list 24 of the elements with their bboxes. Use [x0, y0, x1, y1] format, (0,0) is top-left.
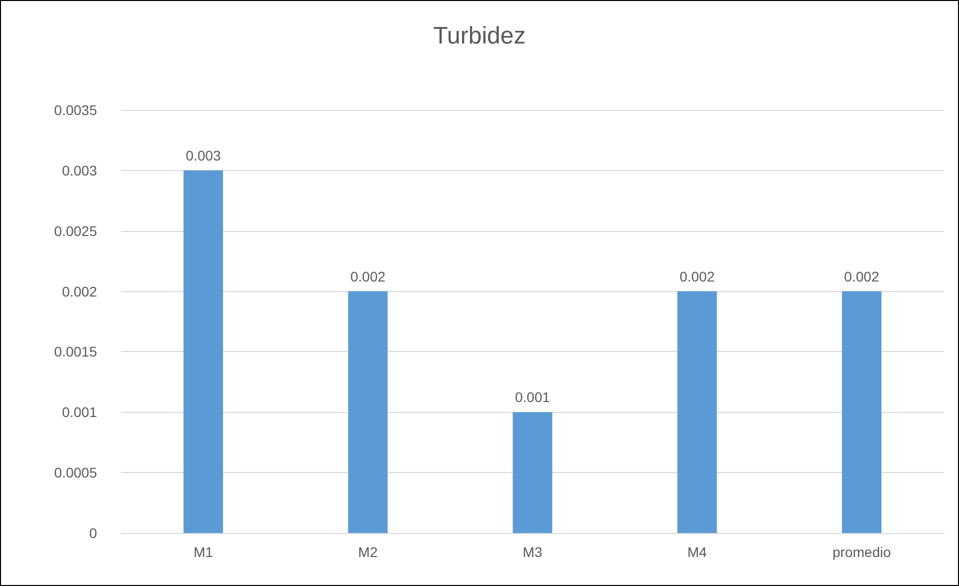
x-tick-label: promedio: [832, 544, 892, 560]
y-tick-label: 0.0015: [54, 344, 98, 360]
y-tick-label: 0.003: [62, 162, 98, 178]
bar: [184, 170, 224, 533]
data-label: 0.002: [680, 268, 715, 284]
y-tick-label: 0.002: [62, 283, 98, 300]
data-label: 0.003: [186, 147, 222, 164]
y-tick-label: 0.0035: [54, 102, 98, 118]
x-tick-label: M2: [358, 544, 378, 560]
x-tick-label: M3: [522, 544, 542, 560]
chart-title: Turbidez: [433, 22, 526, 50]
data-label: 0.002: [350, 268, 386, 284]
y-tick-label: 0: [89, 525, 98, 541]
bar: [842, 291, 882, 533]
y-tick-label: 0.001: [62, 404, 98, 420]
bar: [348, 291, 388, 533]
x-tick-label: M1: [194, 544, 214, 560]
x-tick-label: M4: [687, 544, 708, 560]
bar: [677, 291, 717, 533]
bar: [512, 412, 552, 533]
data-label: 0.001: [514, 389, 550, 406]
y-tick-label: 0.0005: [54, 464, 98, 481]
data-label: 0.002: [844, 268, 880, 284]
y-tick-label: 0.0025: [54, 222, 98, 239]
